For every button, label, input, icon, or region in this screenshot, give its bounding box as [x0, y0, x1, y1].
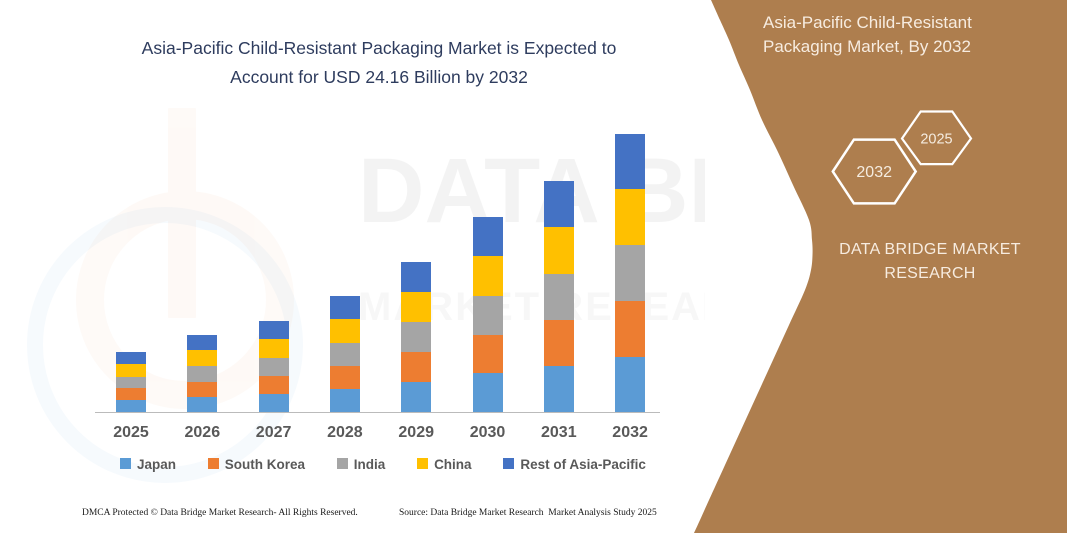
svg-text:2025: 2025: [920, 132, 952, 148]
svg-text:2032: 2032: [856, 164, 892, 181]
